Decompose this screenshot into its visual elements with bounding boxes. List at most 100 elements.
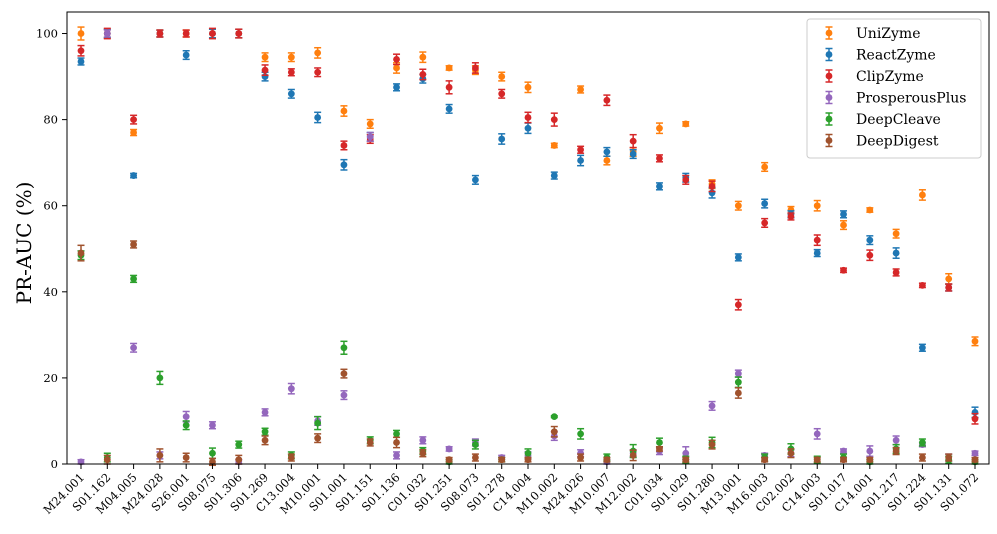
data-point xyxy=(655,445,663,453)
marker xyxy=(656,445,663,453)
marker xyxy=(840,221,847,229)
marker xyxy=(919,191,926,199)
data-point xyxy=(524,456,532,464)
legend-entry-clipzyme: ClipZyme xyxy=(825,69,924,85)
data-point xyxy=(287,382,295,395)
legend-entry-reactzyme: ReactZyme xyxy=(825,48,936,64)
marker xyxy=(261,428,269,436)
data-point xyxy=(550,413,558,421)
data-point xyxy=(945,283,953,292)
data-point xyxy=(261,435,269,446)
data-point xyxy=(892,435,900,446)
data-point xyxy=(314,415,322,431)
marker xyxy=(656,154,663,162)
marker xyxy=(577,146,584,154)
data-point xyxy=(77,26,85,41)
marker xyxy=(761,219,769,227)
data-point xyxy=(971,456,979,464)
data-point xyxy=(761,217,769,228)
data-point xyxy=(314,67,322,78)
marker xyxy=(892,249,900,257)
marker xyxy=(629,451,637,459)
data-point xyxy=(840,210,848,219)
marker xyxy=(130,241,137,248)
legend-marker xyxy=(825,51,833,58)
legend-entry-deepcleave: DeepCleave xyxy=(825,112,941,128)
data-point xyxy=(761,161,769,173)
data-point xyxy=(393,436,401,449)
marker xyxy=(866,456,874,464)
data-point xyxy=(471,174,479,185)
data-point xyxy=(577,453,585,462)
marker xyxy=(734,253,742,261)
marker xyxy=(682,449,690,457)
marker xyxy=(209,421,216,429)
marker xyxy=(366,120,374,128)
data-point xyxy=(787,448,795,459)
marker xyxy=(287,68,295,76)
marker xyxy=(445,456,453,464)
marker xyxy=(419,71,427,78)
data-point xyxy=(840,456,848,464)
data-point xyxy=(445,80,453,95)
data-point xyxy=(945,453,953,462)
data-point xyxy=(340,105,348,117)
data-point xyxy=(261,64,269,77)
legend-entry-prosperousplus: ProsperousPlus xyxy=(825,91,966,107)
data-point xyxy=(419,68,427,81)
marker xyxy=(498,73,506,80)
data-point xyxy=(918,438,926,447)
data-point xyxy=(340,368,348,379)
marker xyxy=(813,456,821,464)
data-point xyxy=(498,456,506,464)
data-point xyxy=(393,53,401,66)
marker xyxy=(130,172,137,179)
data-point xyxy=(603,456,611,464)
data-point xyxy=(261,408,269,417)
data-point xyxy=(629,133,637,149)
data-point xyxy=(524,111,532,124)
data-point xyxy=(971,449,979,457)
data-point xyxy=(840,447,848,455)
data-point xyxy=(366,438,374,447)
marker xyxy=(787,449,795,457)
data-point xyxy=(734,387,742,399)
marker xyxy=(156,451,164,459)
marker xyxy=(287,385,295,393)
data-point xyxy=(445,445,453,453)
marker xyxy=(708,402,716,410)
marker xyxy=(761,200,769,207)
marker xyxy=(682,120,690,128)
data-point xyxy=(708,180,716,193)
data-point xyxy=(892,268,900,277)
legend-entry-unizyme: UniZyme xyxy=(825,26,921,42)
marker xyxy=(445,64,453,72)
marker xyxy=(892,230,900,238)
marker xyxy=(103,456,111,464)
marker xyxy=(340,142,348,149)
data-point xyxy=(682,174,690,185)
data-point xyxy=(366,118,374,129)
legend-label: ReactZyme xyxy=(856,48,936,64)
data-point xyxy=(550,171,558,180)
marker xyxy=(314,434,322,442)
marker xyxy=(130,129,137,136)
marker xyxy=(656,439,663,446)
marker xyxy=(472,441,479,449)
data-point xyxy=(261,427,269,436)
marker xyxy=(603,456,611,464)
marker xyxy=(603,157,611,164)
marker xyxy=(708,182,716,190)
data-point xyxy=(419,51,427,64)
marker xyxy=(550,413,558,421)
marker xyxy=(498,456,506,464)
marker xyxy=(524,83,532,91)
marker xyxy=(393,451,400,459)
marker xyxy=(209,449,216,457)
marker xyxy=(130,344,137,352)
data-point xyxy=(655,122,663,135)
marker xyxy=(919,344,926,352)
marker xyxy=(261,436,269,444)
marker xyxy=(287,90,295,98)
data-point xyxy=(208,27,216,40)
